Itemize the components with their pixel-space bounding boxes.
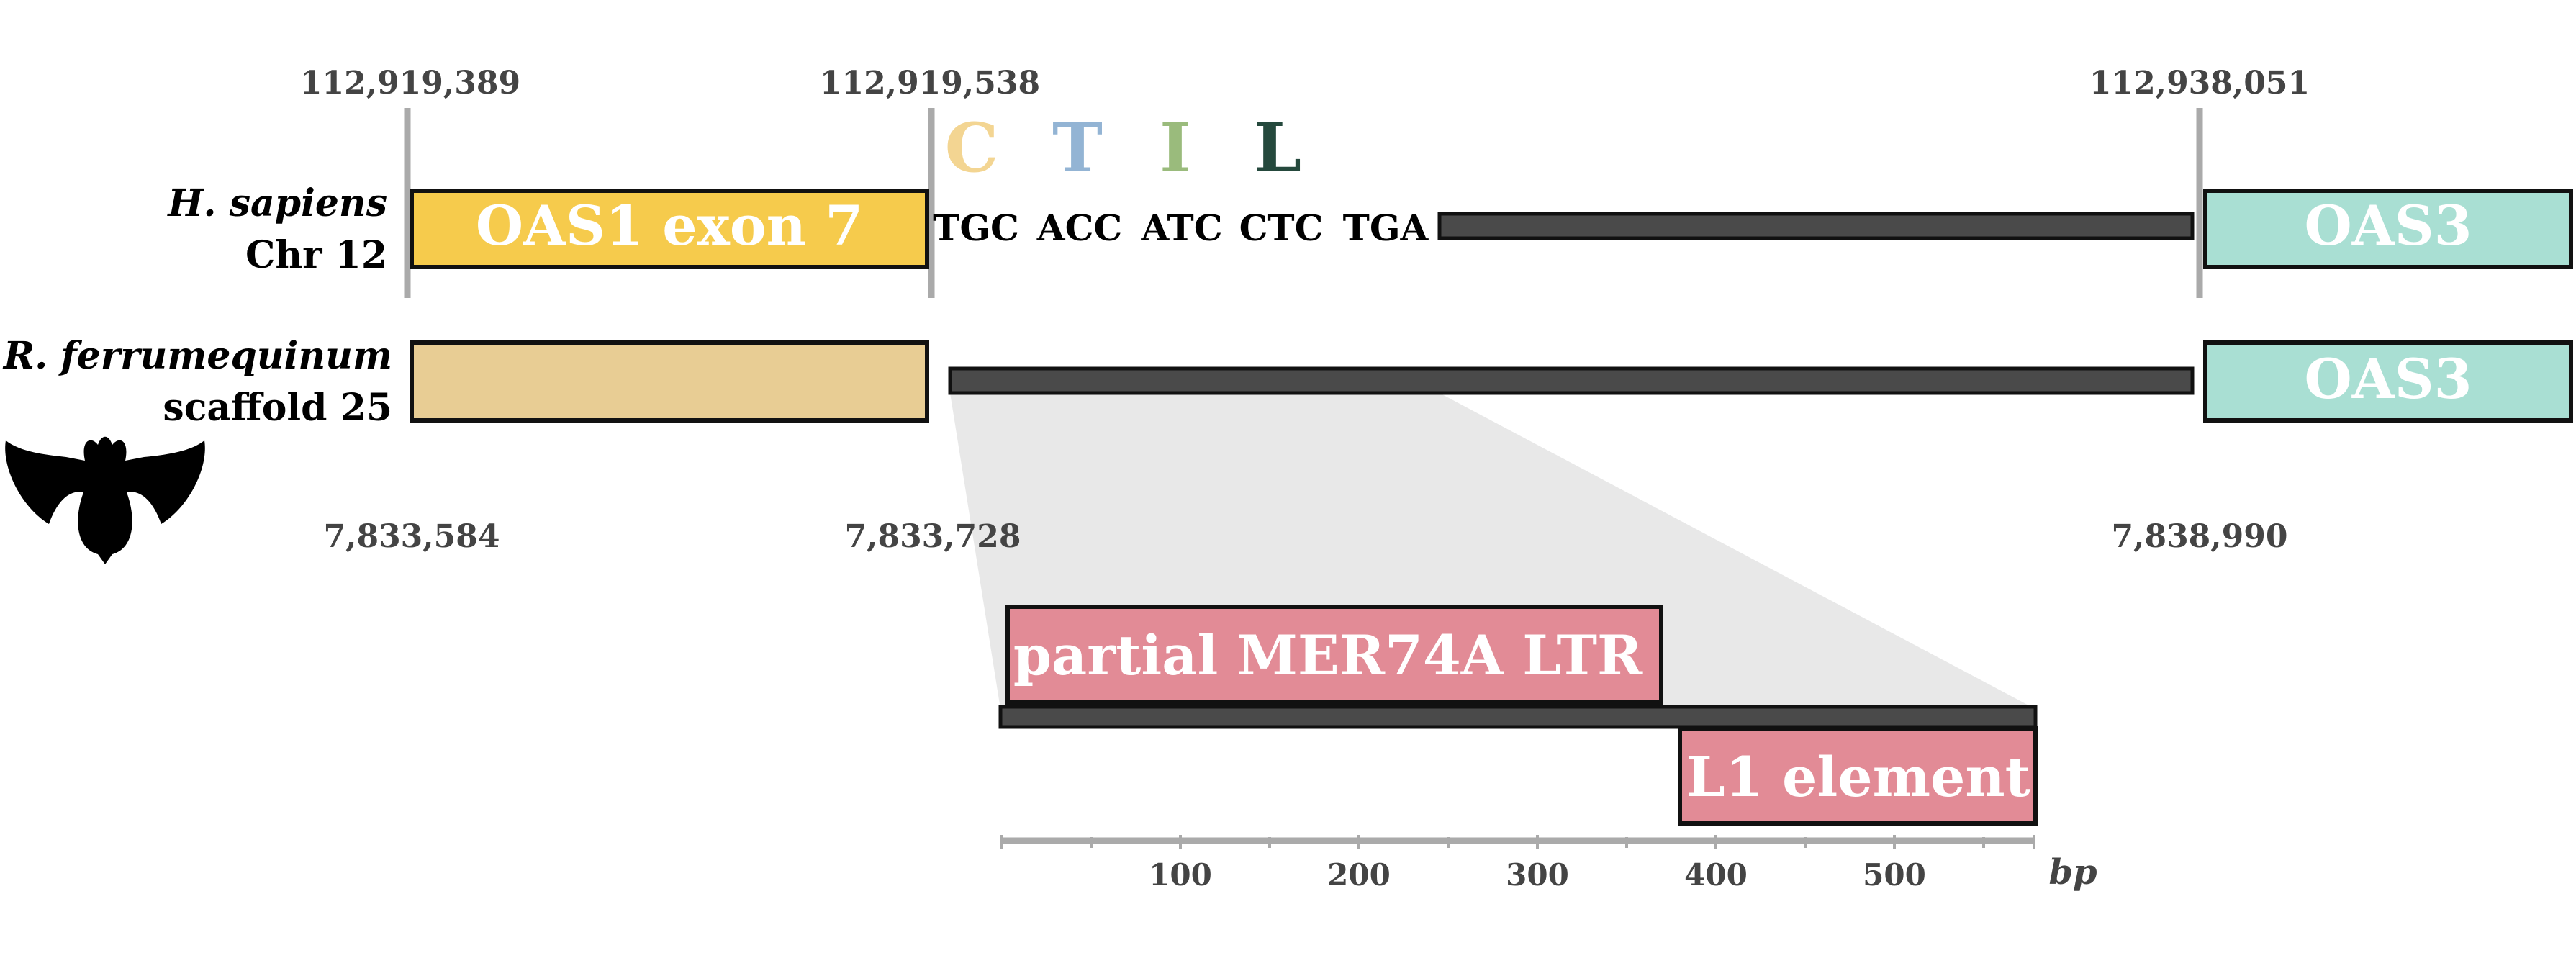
axis-tick-300: 300 — [1506, 857, 1569, 893]
species-bat: R. ferrumequinum — [2, 334, 392, 378]
coord-bat-exon-end: 7,833,728 — [845, 518, 1021, 555]
axis-tick-200: 200 — [1327, 857, 1391, 893]
bat-intron-line — [950, 369, 2192, 393]
codon-2: ACC — [1036, 207, 1122, 249]
human-intron-line — [1440, 214, 2192, 238]
amino-acid-c: C — [945, 109, 999, 188]
axis-unit: bp — [2048, 852, 2097, 893]
bat-silhouette-icon — [5, 437, 205, 564]
axis-tick-100: 100 — [1149, 857, 1212, 893]
l1-label: L1 element — [1686, 745, 2030, 809]
codon-4: CTC — [1239, 207, 1324, 249]
inset-region-line — [1000, 707, 2035, 727]
coord-bat-oas3-start: 7,838,990 — [2112, 518, 2288, 555]
species-human: H. sapiens — [166, 181, 387, 225]
stop-codon: TGA — [1343, 207, 1429, 249]
codon-3: ATC — [1140, 207, 1222, 249]
codon-1: TGC — [933, 207, 1019, 249]
axis-tick-400: 400 — [1684, 857, 1748, 893]
scaffold-bat: scaffold 25 — [163, 386, 392, 430]
axis-tick-500: 500 — [1863, 857, 1926, 893]
amino-acid-i: I — [1160, 109, 1191, 188]
coord-human-oas3-start: 112,938,051 — [2089, 65, 2310, 101]
coord-bat-start: 7,833,584 — [324, 518, 500, 555]
chromosome-human: Chr 12 — [245, 233, 387, 277]
coord-human-exon-end: 112,919,538 — [820, 65, 1040, 101]
bat-oas3-label: OAS3 — [2305, 347, 2472, 411]
amino-acid-t: T — [1052, 109, 1103, 188]
ltr-label: partial MER74A LTR — [1013, 623, 1643, 687]
coord-human-start: 112,919,389 — [300, 65, 520, 101]
human-exon-label: OAS1 exon 7 — [476, 194, 863, 258]
bat-exon-box — [412, 343, 927, 420]
human-oas3-label: OAS3 — [2305, 194, 2472, 258]
amino-acid-l: L — [1254, 109, 1301, 188]
